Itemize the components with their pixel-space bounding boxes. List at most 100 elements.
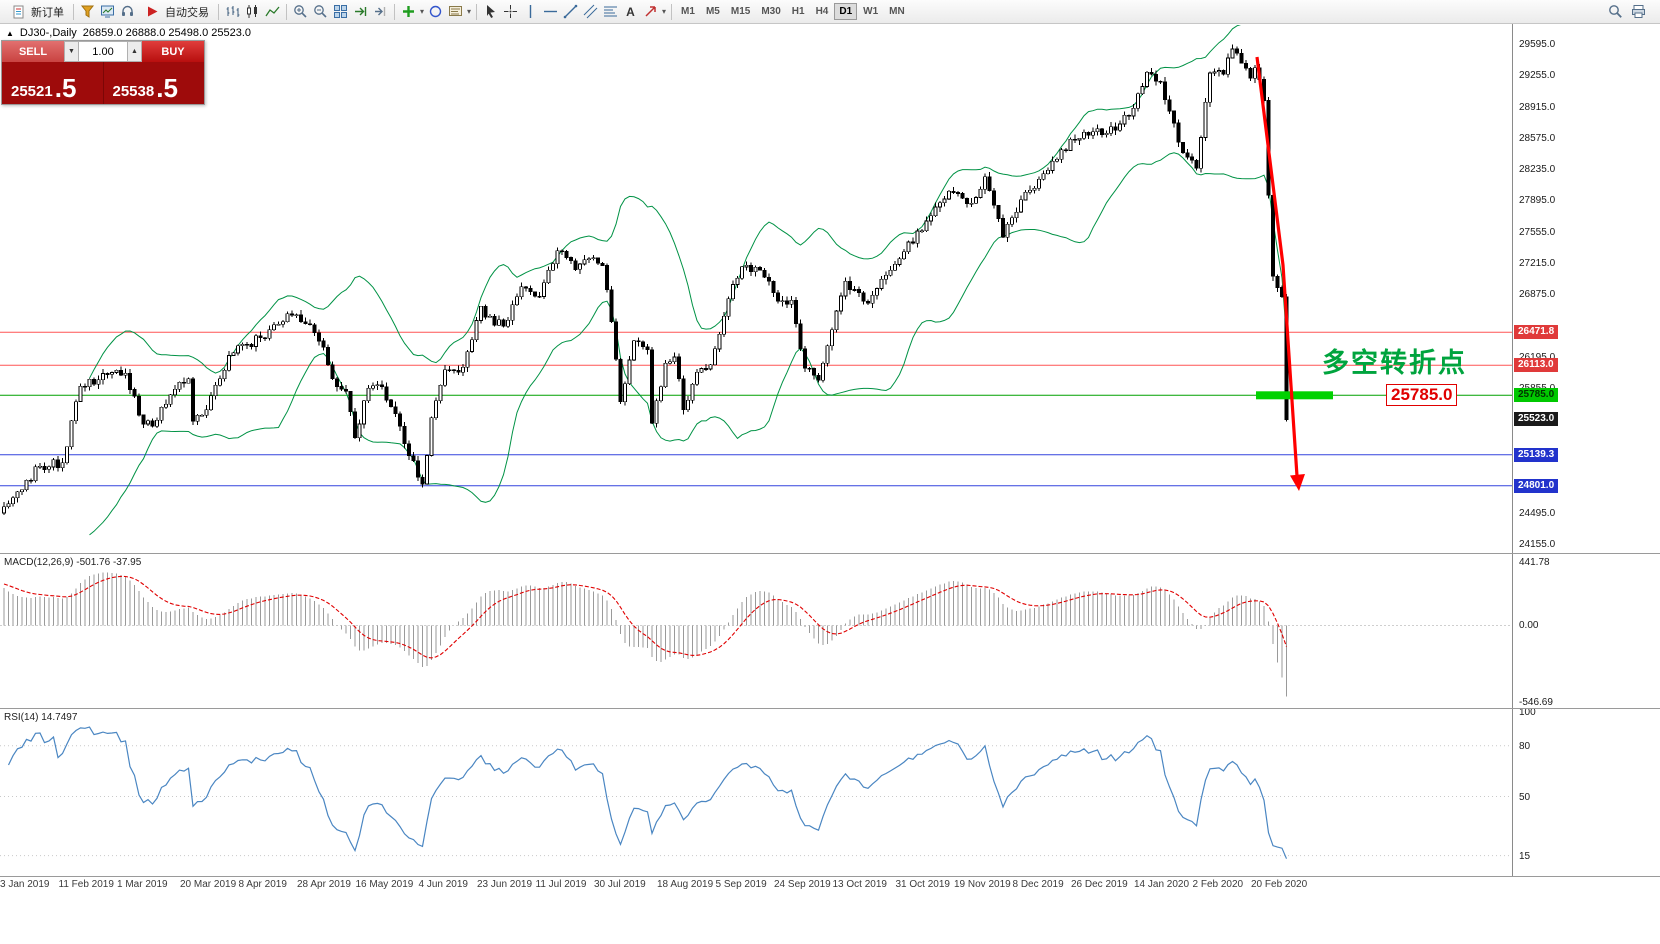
arrows-dropdown-icon[interactable]: ▾ xyxy=(662,7,667,16)
arrows-icon[interactable] xyxy=(641,2,660,21)
timeframe-m1[interactable]: M1 xyxy=(681,6,695,17)
line-chart-icon[interactable] xyxy=(263,2,282,21)
indicators-icon[interactable] xyxy=(399,2,418,21)
candlestick-icon[interactable] xyxy=(243,2,262,21)
bar-chart-icon[interactable] xyxy=(223,2,242,21)
indicators-dropdown-icon[interactable]: ▾ xyxy=(420,7,425,16)
horizontal-line-icon[interactable] xyxy=(541,2,560,21)
auto-scroll-icon[interactable] xyxy=(351,2,370,21)
one-click-trading-widget: SELL ▼ ▲ BUY 25521 .5 25538 .5 xyxy=(1,40,205,105)
date-label: 11 Feb 2019 xyxy=(58,879,114,890)
date-label: 8 Dec 2019 xyxy=(1012,879,1064,890)
rsi-tick: 50 xyxy=(1519,791,1531,803)
date-label: 24 Sep 2019 xyxy=(774,879,831,890)
date-label: 30 Jul 2019 xyxy=(594,879,646,890)
templates-icon[interactable] xyxy=(446,2,465,21)
date-label: 16 May 2019 xyxy=(355,879,414,890)
date-label: 11 Jul 2019 xyxy=(535,879,587,890)
date-label: 26 Dec 2019 xyxy=(1071,879,1128,890)
symbol-period-label: DJ30-,Daily xyxy=(19,27,77,39)
timeframe-m30[interactable]: M30 xyxy=(761,6,781,17)
new-order-label: 新订单 xyxy=(31,6,64,19)
symbol-info-bar: ▲ DJ30-,Daily 26859.0 26888.0 25498.0 25… xyxy=(6,27,251,39)
crosshair-icon[interactable] xyxy=(501,2,520,21)
price-tick: 28915.0 xyxy=(1519,101,1556,113)
timeframe-h4[interactable]: H4 xyxy=(815,6,829,17)
rsi-panel-separator[interactable] xyxy=(0,708,1660,709)
timeframe-d1[interactable]: D1 xyxy=(834,3,858,20)
timeframe-buttons: M1 M5 M15 M30 H1 H4 D1 W1 MN xyxy=(676,3,910,20)
volume-input[interactable] xyxy=(79,41,127,62)
rsi-tick: 15 xyxy=(1519,850,1531,862)
date-label: 13 Oct 2019 xyxy=(832,879,887,890)
price-tag: 26471.8 xyxy=(1514,325,1559,340)
sell-button[interactable]: SELL xyxy=(2,41,64,62)
price-tag: 24801.0 xyxy=(1514,478,1559,493)
price-tick: 26875.0 xyxy=(1519,289,1556,301)
price-tick: 28575.0 xyxy=(1519,132,1556,144)
buy-button[interactable]: BUY xyxy=(142,41,204,62)
print-icon[interactable] xyxy=(1629,2,1648,21)
price-tick: 24495.0 xyxy=(1519,507,1556,519)
timeframe-m15[interactable]: M15 xyxy=(730,6,751,17)
fibonacci-icon[interactable] xyxy=(601,2,620,21)
price-tick: 28235.0 xyxy=(1519,164,1556,175)
timeframe-h1[interactable]: H1 xyxy=(791,6,805,17)
price-tick: 29255.0 xyxy=(1519,70,1556,82)
market-watch-icon[interactable] xyxy=(98,2,117,21)
volume-increase-button[interactable]: ▲ xyxy=(127,41,142,62)
date-label: 31 Oct 2019 xyxy=(895,879,950,890)
toolbar-separator xyxy=(218,3,219,20)
macd-tick: 441.78 xyxy=(1519,557,1550,568)
trendline-icon[interactable] xyxy=(561,2,580,21)
toolbar: 新订单 自动交易 ▾ ▾ A ▾ xyxy=(0,0,1660,24)
search-icon[interactable] xyxy=(1606,2,1625,21)
timeframe-w1[interactable]: W1 xyxy=(863,6,879,17)
auto-trading-icon xyxy=(143,2,162,21)
tile-windows-icon[interactable] xyxy=(331,2,350,21)
price-tick: 27215.0 xyxy=(1519,257,1556,269)
buy-price-button[interactable]: 25538 .5 xyxy=(102,62,205,104)
vertical-line-icon[interactable] xyxy=(521,2,540,21)
symbol-marker-icon: ▲ xyxy=(6,28,14,38)
price-axis: 29595.0 29255.0 28915.0 28575.0 28235.0 27895… xyxy=(1512,24,1660,877)
templates-dropdown-icon[interactable]: ▾ xyxy=(467,7,472,16)
date-axis-separator xyxy=(0,876,1660,877)
cycles-icon[interactable] xyxy=(426,2,445,21)
sell-price-button[interactable]: 25521 .5 xyxy=(2,62,103,104)
new-order-button[interactable]: 新订单 xyxy=(4,2,69,22)
toolbar-separator xyxy=(73,3,74,20)
rsi-label: RSI(14) 14.7497 xyxy=(4,712,78,723)
timeframe-m5[interactable]: M5 xyxy=(705,6,720,17)
price-tick: 24155.0 xyxy=(1519,539,1556,551)
channel-icon[interactable] xyxy=(581,2,600,21)
sell-price-frac: .5 xyxy=(54,73,77,103)
ohlc-values: 26859.0 26888.0 25498.0 25523.0 xyxy=(82,27,251,39)
volume-decrease-button[interactable]: ▼ xyxy=(64,41,79,62)
zoom-in-icon[interactable] xyxy=(291,2,310,21)
date-label: 1 Mar 2019 xyxy=(117,879,168,890)
turning-point-price-label: 25785.0 xyxy=(1386,384,1458,406)
chart-shift-icon[interactable] xyxy=(371,2,390,21)
date-label: 23 Jun 2019 xyxy=(477,879,533,890)
text-label-icon[interactable]: A xyxy=(621,2,640,21)
price-tick: 29595.0 xyxy=(1519,39,1556,50)
timeframe-mn[interactable]: MN xyxy=(889,6,905,17)
date-label: 28 Apr 2019 xyxy=(297,879,351,890)
price-tick: 27895.0 xyxy=(1519,195,1556,207)
price-tag: 26113.0 xyxy=(1514,358,1558,373)
macd-tick: -546.69 xyxy=(1519,696,1553,708)
date-label: 19 Nov 2019 xyxy=(954,879,1011,890)
trade-widget-price-row: 25521 .5 25538 .5 xyxy=(2,62,204,104)
macd-panel-separator[interactable] xyxy=(0,553,1660,554)
funnel-icon[interactable] xyxy=(78,2,97,21)
zoom-out-icon[interactable] xyxy=(311,2,330,21)
auto-trading-button[interactable]: 自动交易 xyxy=(138,2,214,22)
macd-label: MACD(12,26,9) -501.76 -37.95 xyxy=(4,557,142,568)
cursor-icon[interactable] xyxy=(481,2,500,21)
headset-icon[interactable] xyxy=(118,2,137,21)
date-label: 3 Jan 2019 xyxy=(0,879,50,890)
macd-tick: 0.00 xyxy=(1519,619,1539,631)
